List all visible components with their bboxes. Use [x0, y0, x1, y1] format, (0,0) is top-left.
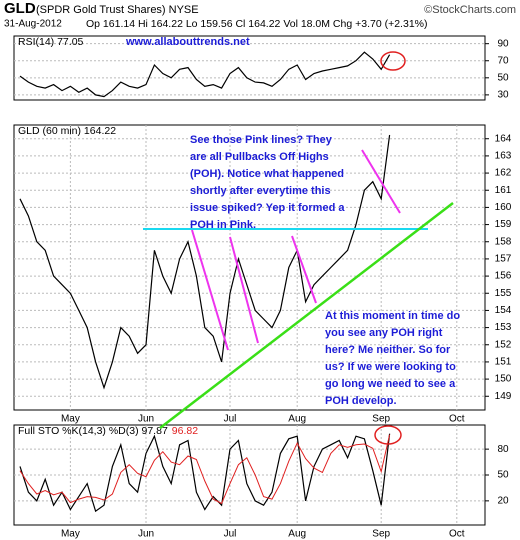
y-tick-label: 20	[497, 496, 509, 507]
y-tick-label: 162	[495, 168, 512, 179]
annotation: you see any POH right	[325, 327, 443, 339]
annotation: POH develop.	[325, 395, 397, 407]
y-tick-label: 151	[495, 357, 512, 368]
annotation: See those Pink lines? They	[190, 134, 333, 146]
x-tick-label: May	[61, 414, 80, 425]
symbol: GLD	[4, 0, 36, 17]
panel-frame	[13, 35, 486, 101]
y-tick-label: 157	[495, 254, 512, 265]
panel-frame	[13, 124, 486, 411]
overlays	[143, 51, 454, 445]
annotation: At this moment in time do	[325, 310, 460, 322]
x-tick-label: Oct	[449, 529, 465, 540]
panels: 90 70 50 30 RSI(14) 77.05 www.allabouttrends.…	[13, 35, 512, 540]
x-tick-label: Sep	[372, 529, 390, 540]
annotation: POH in Pink.	[190, 219, 256, 231]
security-name: (SPDR Gold Trust Shares) NYSE	[36, 4, 199, 16]
x-tick-label: Aug	[288, 414, 306, 425]
y-tick-label: 149	[495, 391, 512, 402]
highlight-circle	[380, 51, 406, 71]
panel-label-value: 96.82	[172, 425, 198, 437]
x-tick-label: Jul	[224, 529, 237, 540]
pullback-line	[191, 229, 229, 351]
annotation: (POH). Notice what happened	[190, 168, 344, 180]
pullback-line	[291, 235, 317, 304]
series-line	[19, 433, 391, 513]
x-tick-label: Sep	[372, 414, 390, 425]
y-tick-label: 153	[495, 322, 512, 333]
annotation: go long we need to see a	[325, 378, 456, 390]
y-tick-label: 164	[495, 133, 512, 144]
panel-label: Full STO %K(14,3) %D(3) 97.87	[18, 425, 168, 437]
y-tick-label: 90	[497, 38, 509, 49]
y-tick-label: 80	[497, 444, 509, 455]
x-tick-label: May	[61, 529, 80, 540]
x-tick-label: Aug	[288, 529, 306, 540]
panel-label: GLD (60 min) 164.22	[18, 125, 116, 137]
y-tick-label: 154	[495, 305, 512, 316]
quote: Op 161.14 Hi 164.22 Lo 159.56 Cl 164.22 …	[86, 18, 428, 30]
support-line	[159, 202, 454, 429]
y-tick-label: 30	[497, 90, 509, 101]
y-tick-label: 160	[495, 202, 512, 213]
series-line	[19, 134, 391, 390]
date: 31-Aug-2012	[4, 19, 62, 30]
x-tick-label: Jul	[224, 414, 237, 425]
y-tick-label: 70	[497, 55, 509, 66]
y-tick-label: 158	[495, 236, 512, 247]
x-tick-label: Jun	[138, 414, 154, 425]
y-tick-label: 156	[495, 271, 512, 282]
annotation: are all Pullbacks Off Highs	[190, 151, 329, 163]
x-tick-label: Oct	[449, 414, 465, 425]
y-tick-label: 50	[497, 72, 509, 83]
y-tick-label: 163	[495, 151, 512, 162]
y-tick-label: 150	[495, 374, 512, 385]
y-tick-label: 50	[497, 470, 509, 481]
y-tick-label: 152	[495, 339, 512, 350]
series-line	[19, 434, 391, 505]
annotation: here? Me neither. So for	[325, 344, 451, 356]
y-tick-label: 159	[495, 219, 512, 230]
annotation: www.allabouttrends.net	[125, 36, 250, 48]
brand: ©StockCharts.com	[424, 4, 516, 16]
series-line	[19, 51, 391, 98]
pullback-line	[229, 236, 259, 344]
highlight-circle	[374, 425, 402, 445]
x-tick-label: Jun	[138, 529, 154, 540]
annotation: issue spiked? Yep it formed a	[190, 202, 345, 214]
panel-label: RSI(14) 77.05	[18, 36, 84, 48]
y-tick-label: 161	[495, 185, 512, 196]
annotation: shortly after everytime this	[190, 185, 331, 197]
y-tick-label: 155	[495, 288, 512, 299]
annotation: us? If we were looking to	[325, 361, 456, 373]
pullback-line	[361, 149, 401, 214]
